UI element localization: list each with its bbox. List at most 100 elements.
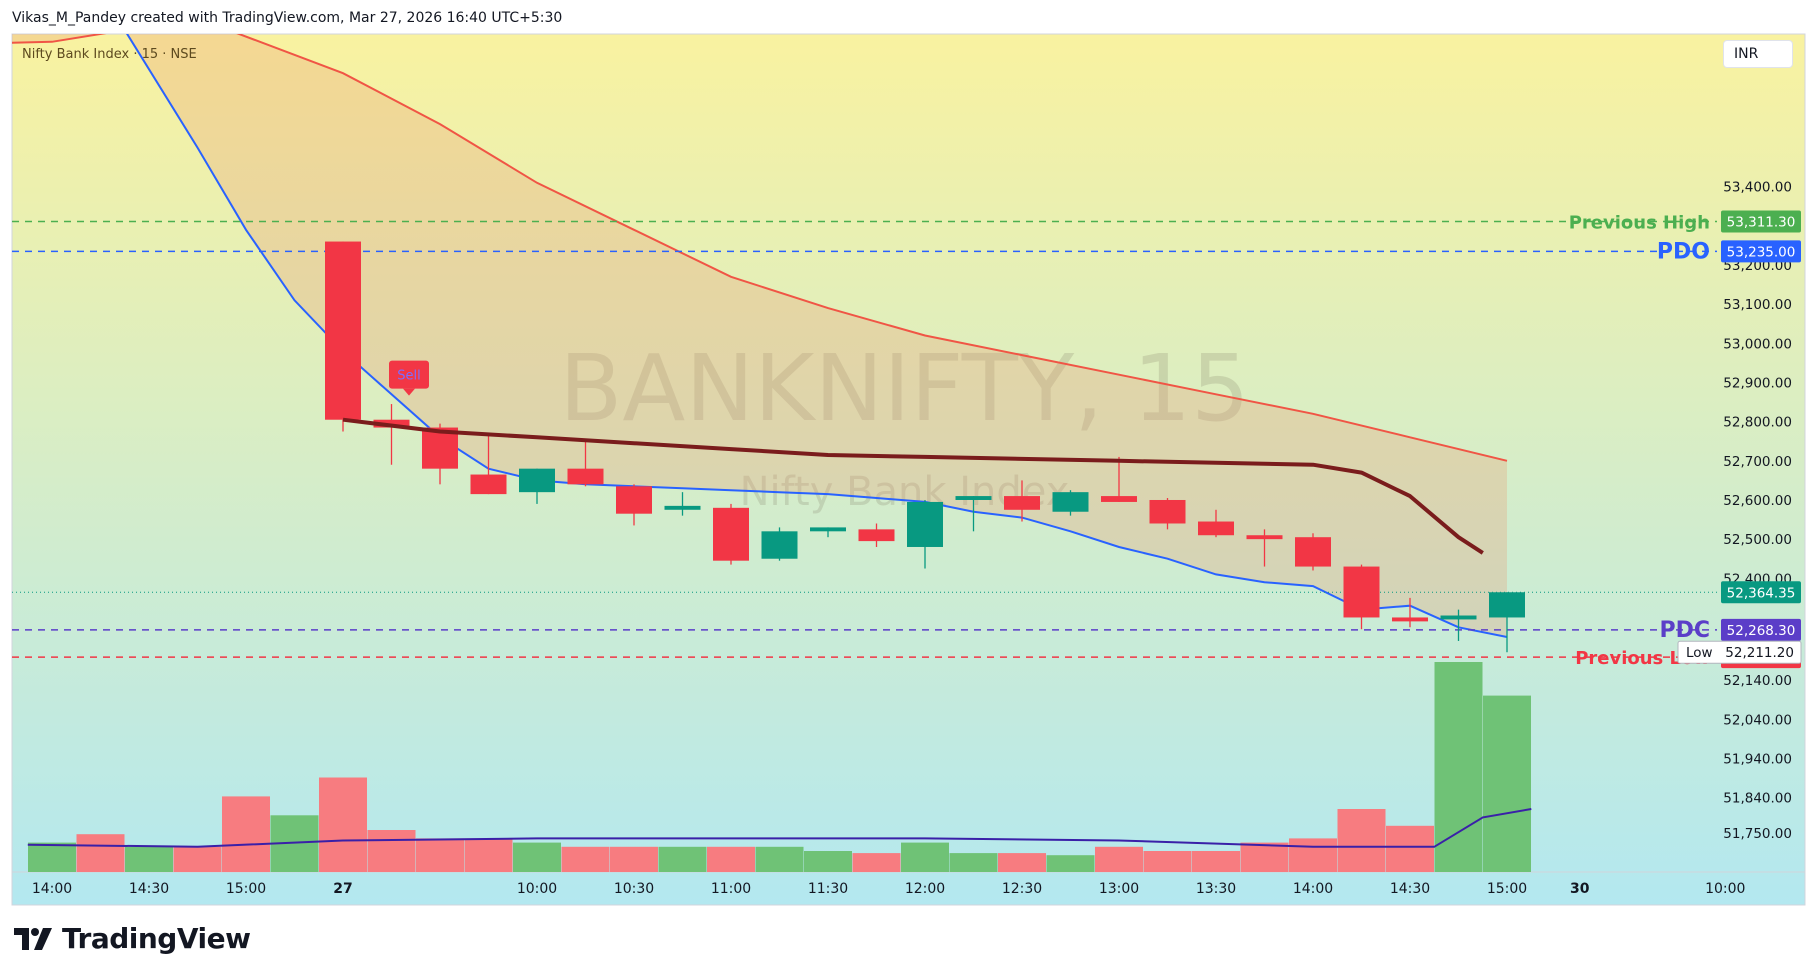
candle-body (519, 468, 555, 493)
candle-body (1392, 617, 1428, 622)
volume-bar (1337, 809, 1386, 872)
tradingview-logo: TradingView (14, 922, 251, 955)
tradingview-logo-text: TradingView (62, 922, 251, 955)
candle-body (567, 468, 604, 485)
watermark-symbol: BANKNIFTY, 15 (559, 335, 1249, 442)
candle-body (1246, 535, 1283, 540)
volume-bar (1289, 838, 1337, 872)
sell-marker-arrow (403, 388, 415, 396)
candle-body (761, 531, 798, 559)
volume-bar (222, 796, 270, 872)
candle-body (1440, 615, 1477, 620)
volume-bar (1143, 851, 1192, 872)
volume-bar (707, 846, 755, 872)
level-label: Previous Low (1575, 648, 1710, 669)
candle-body (1004, 496, 1040, 510)
level-price-badge-text: 53,235.00 (1727, 244, 1796, 260)
x-tick-label: 12:00 (905, 881, 945, 897)
level-price-badge-text: 53,311.30 (1727, 214, 1796, 230)
ema-band-fill (12, 34, 1507, 637)
currency-badge[interactable]: INR (1723, 40, 1793, 68)
y-tick-label: 51,750.00 (1723, 826, 1792, 842)
candle-body (664, 505, 701, 510)
x-tick-label: 10:30 (614, 881, 654, 897)
x-tick-label: 14:00 (32, 881, 72, 897)
volume-bar (1046, 855, 1095, 872)
x-tick-label: 15:00 (226, 881, 266, 897)
level-price-badge (1721, 240, 1801, 263)
x-tick-label: 13:00 (1099, 881, 1139, 897)
ema-red-line (12, 34, 1508, 462)
x-tick-label: 10:00 (1705, 881, 1745, 897)
candle-body (1489, 592, 1525, 618)
y-tick-label: 52,700.00 (1723, 454, 1792, 470)
y-tick-label: 52,140.00 (1723, 673, 1792, 689)
x-tick-label: 15:00 (1487, 881, 1527, 897)
candle-body (1101, 496, 1137, 502)
volume-bar (561, 846, 610, 872)
x-tick-label: 13:30 (1196, 881, 1236, 897)
volume-bar (1095, 846, 1143, 872)
y-tick-label: 53,100.00 (1723, 297, 1792, 313)
last-price-badge (1721, 581, 1801, 604)
plot-area: BANKNIFTY, 15Nifty Bank IndexSell (12, 34, 1717, 872)
candle-body (1149, 499, 1186, 524)
volume-bar (852, 853, 901, 872)
tradingview-logo-icon (14, 927, 52, 950)
level-label: PDC (1659, 618, 1710, 643)
volume-bar (125, 846, 173, 872)
x-tick-label: 10:00 (517, 881, 557, 897)
volume-bar (28, 842, 76, 872)
candlestick-chart[interactable]: BANKNIFTY, 15Nifty Bank IndexSellNifty B… (0, 0, 1815, 910)
x-tick-label: 12:30 (1002, 881, 1042, 897)
sell-marker-label: Sell (397, 369, 420, 384)
volume-bar (901, 842, 949, 872)
candle-body (1295, 537, 1331, 567)
volume-bar (804, 851, 852, 872)
volume-bar (513, 842, 561, 872)
y-tick-label: 52,500.00 (1723, 532, 1792, 548)
candle-body (713, 507, 749, 561)
candle-body (955, 496, 992, 500)
volume-bar (367, 830, 416, 872)
volume-bar (949, 853, 998, 872)
x-tick-label: 14:00 (1293, 881, 1333, 897)
volume-bar (658, 846, 707, 872)
y-tick-label: 52,800.00 (1723, 415, 1792, 431)
candle-body (616, 486, 652, 514)
candle-body (325, 241, 361, 420)
symbol-label: Nifty Bank Index · 15 · NSE (22, 47, 197, 62)
x-tick-label: 11:00 (711, 881, 751, 897)
volume-bar (173, 846, 222, 872)
volume-bar (464, 838, 513, 872)
low-label-value: 52,211.20 (1725, 645, 1794, 661)
y-tick-label: 52,600.00 (1723, 493, 1792, 509)
sell-marker-box (389, 360, 429, 389)
candle-body (1198, 521, 1234, 536)
level-label: PDO (1657, 239, 1710, 264)
volume-bar (319, 777, 367, 872)
x-tick-label: 14:30 (129, 881, 169, 897)
vwap-line (342, 417, 1484, 555)
volume-bar (1386, 825, 1434, 872)
chart-header-text: Vikas_M_Pandey created with TradingView.… (12, 10, 563, 26)
volume-bar (755, 846, 804, 872)
low-label-box (1677, 640, 1802, 664)
x-tick-label: 27 (333, 881, 352, 897)
level-price-badge (1721, 210, 1801, 233)
y-tick-label: 53,000.00 (1723, 336, 1792, 352)
ema-blue-line (126, 34, 1508, 638)
volume-bar (1434, 662, 1483, 872)
volume-bar (1240, 842, 1289, 872)
candle-body (470, 474, 507, 495)
level-price-badge (1721, 618, 1801, 641)
volume-bar (1192, 851, 1240, 872)
volume-bar (76, 834, 125, 872)
volume-bar (416, 838, 464, 872)
candle-body (858, 529, 895, 542)
y-tick-label: 52,040.00 (1723, 712, 1792, 728)
x-tick-label: 30 (1570, 881, 1590, 897)
candle-body (422, 427, 458, 469)
candle-body (1343, 566, 1380, 618)
candle-body (1052, 492, 1089, 512)
